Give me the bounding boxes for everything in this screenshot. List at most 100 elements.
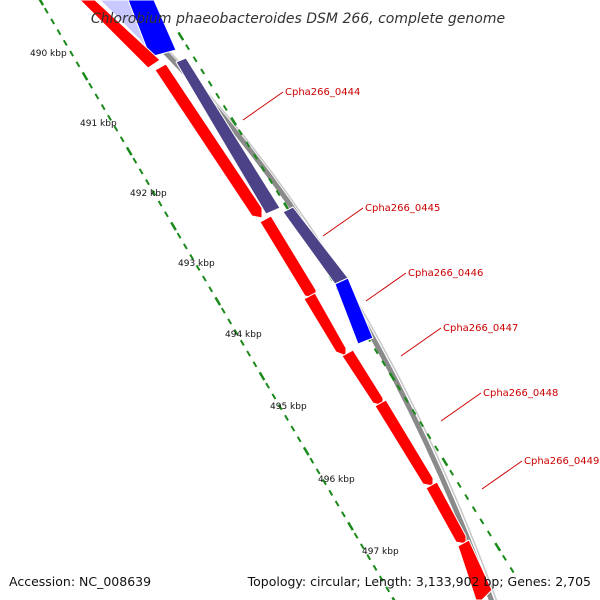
gene-label-cpha266-0445: Cpha266_0445 — [365, 203, 440, 214]
tick-mark-inner — [157, 200, 163, 207]
tick-mark-outer — [464, 493, 470, 501]
tick-mark-outer — [373, 348, 379, 355]
tick-mark-inner — [227, 318, 233, 325]
tick-mark-inner — [296, 436, 302, 443]
tick-mark-outer — [449, 469, 455, 476]
leader-cpha266-0447 — [400, 327, 442, 357]
tick-mark-inner — [322, 479, 327, 486]
tick-mark-outer — [200, 68, 206, 75]
tick-mark-inner — [183, 243, 188, 250]
tick-mark-inner — [284, 414, 289, 421]
gene-track — [79, 0, 493, 600]
gene-arrow-forward-top — [79, 0, 161, 69]
tick-mark-inner — [385, 586, 391, 593]
tick-mark-outer — [403, 396, 409, 403]
tick-mark-outer — [509, 566, 515, 574]
tick-mark-outer — [381, 360, 387, 367]
tick-mark-inner — [334, 500, 340, 507]
tick-mark-inner — [69, 50, 74, 57]
gene-arrow-0446 — [341, 349, 384, 407]
tick-mark-inner — [328, 489, 334, 496]
tick-mark-outer — [388, 372, 396, 382]
tick-mark-inner — [81, 71, 89, 81]
leader-cpha266-0449 — [481, 460, 523, 490]
tick-mark-inner — [277, 404, 283, 411]
tick-mark-outer — [245, 141, 251, 148]
tick-label-496: 496 kbp — [318, 475, 355, 485]
tick-mark-inner — [353, 532, 359, 539]
tick-mark-outer — [479, 518, 485, 525]
tick-marks-inner — [38, 0, 396, 600]
tick-mark-outer — [207, 80, 213, 87]
tick-mark-outer — [434, 445, 439, 452]
tick-mark-inner — [50, 18, 56, 25]
tick-mark-outer — [215, 92, 221, 99]
tick-mark-outer — [260, 165, 266, 172]
tick-label-491: 491 kbp — [80, 119, 117, 129]
tick-mark-outer — [494, 542, 502, 552]
accession-text: Accession: NC_008639 — [9, 574, 151, 589]
tick-mark-outer — [230, 116, 238, 126]
tick-mark-inner — [125, 146, 133, 156]
tick-mark-inner — [145, 179, 150, 186]
gene-label-cpha266-0449: Cpha266_0449 — [524, 456, 599, 467]
tick-label-490: 490 kbp — [30, 49, 67, 59]
tick-mark-outer — [471, 506, 477, 513]
tick-mark-inner — [214, 296, 222, 306]
tick-mark-inner — [176, 232, 182, 239]
tick-mark-inner — [347, 521, 354, 531]
gene-label-leaders — [242, 91, 523, 490]
tick-mark-inner — [113, 125, 119, 132]
tick-mark-inner — [56, 29, 62, 36]
tick-mark-inner — [195, 264, 201, 271]
gene-arrow-0448 — [425, 481, 467, 545]
leader-cpha266-0445 — [322, 207, 364, 237]
tick-mark-outer — [456, 481, 462, 488]
tick-mark-outer — [441, 457, 449, 467]
tick-mark-inner — [38, 0, 45, 6]
tick-mark-inner — [100, 104, 106, 111]
tick-mark-inner — [164, 211, 169, 218]
gene-label-cpha266-0446: Cpha266_0446 — [408, 268, 483, 279]
tick-mark-inner — [94, 93, 100, 100]
tick-mark-inner — [366, 554, 372, 561]
tick-mark-outer — [177, 31, 185, 41]
gene-block-0446 — [334, 277, 374, 345]
tick-mark-outer — [411, 408, 417, 416]
leader-cpha266-0446 — [365, 272, 407, 302]
tick-mark-inner — [88, 82, 93, 89]
tick-label-495: 495 kbp — [270, 402, 307, 412]
tick-mark-inner — [239, 339, 245, 346]
tick-mark-inner — [107, 114, 112, 121]
gene-arrow-0445 — [303, 292, 347, 357]
tick-mark-inner — [265, 382, 270, 389]
tick-mark-inner — [341, 511, 346, 518]
tick-mark-inner — [220, 307, 226, 314]
gene-label-cpha266-0444: Cpha266_0444 — [285, 87, 360, 98]
tick-mark-inner — [378, 575, 384, 582]
tick-mark-inner — [372, 564, 378, 571]
tick-mark-inner — [290, 425, 296, 432]
tick-mark-outer — [185, 44, 190, 51]
tick-mark-outer — [419, 421, 424, 428]
tick-mark-outer — [253, 153, 258, 160]
gene-arrow-0443 — [154, 63, 263, 219]
tick-mark-inner — [309, 457, 315, 464]
tick-mark-inner — [360, 543, 365, 550]
tick-mark-inner — [62, 39, 68, 46]
tick-mark-inner — [246, 350, 251, 357]
tick-mark-inner — [189, 254, 195, 261]
tick-mark-outer — [275, 189, 281, 197]
tick-mark-outer — [222, 104, 228, 112]
genome-title: Chlorobium phaeobacteroides DSM 266, com… — [91, 11, 505, 27]
gene-block-0444 — [175, 57, 281, 215]
tick-mark-outer — [396, 384, 402, 391]
tick-mark-inner — [132, 157, 138, 164]
tick-mark-inner — [208, 286, 214, 293]
tick-mark-outer — [502, 554, 507, 561]
gene-arrow-0447 — [374, 399, 434, 487]
tick-mark-inner — [391, 596, 396, 600]
tick-mark-inner — [252, 361, 258, 368]
tick-mark-inner — [201, 275, 207, 282]
